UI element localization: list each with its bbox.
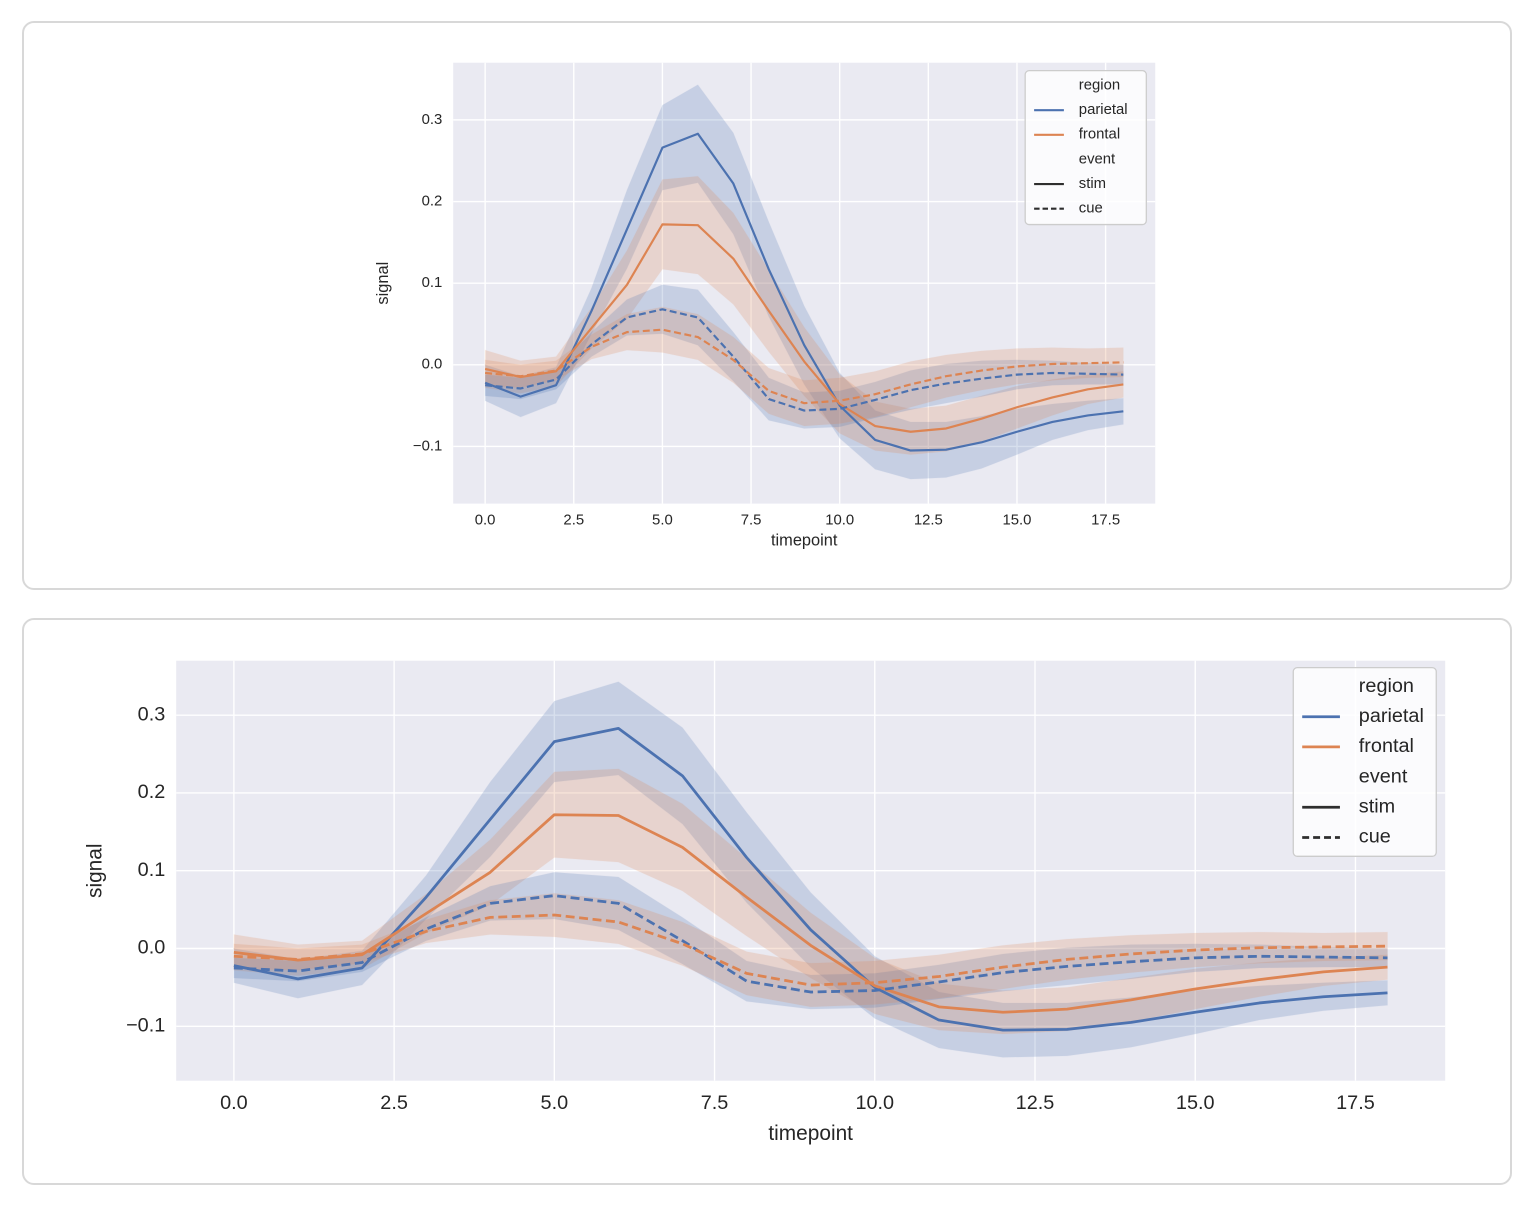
frontal-stim-ci-band (233, 768, 1388, 1035)
legend: region parietal frontal event stim cue (1292, 667, 1437, 857)
x-tick-label: 15.0 (1002, 512, 1031, 528)
x-tick-label: 12.5 (914, 512, 943, 528)
x-tick-label: 10.0 (825, 512, 854, 528)
y-tick-label: −0.1 (126, 1015, 165, 1037)
parietal-stim-ci-band (233, 681, 1388, 1058)
legend-label-stim: stim (1079, 176, 1106, 192)
x-tick-label: 12.5 (1016, 1092, 1055, 1114)
frontal-stim-line (233, 813, 1388, 1014)
x-tick-label: 0.0 (475, 512, 496, 528)
y-tick-label: −0.1 (413, 438, 442, 454)
legend-label-event: event (1359, 765, 1408, 787)
frontal-cue-line (485, 328, 1124, 405)
frontal-cue-ci-band (485, 306, 1124, 427)
parietal-cue-line (233, 894, 1388, 994)
legend-label-frontal: frontal (1079, 127, 1120, 143)
y-tick-label: 0.0 (422, 357, 443, 373)
x-tick-label: 7.5 (701, 1092, 729, 1114)
parietal-cue-ci-band (233, 872, 1388, 1010)
x-axis-label: timepoint (771, 532, 838, 550)
x-tick-label: 0.0 (220, 1092, 248, 1114)
y-tick-label: 0.1 (422, 275, 443, 291)
legend-label-region: region (1079, 77, 1120, 93)
fmri-chart-large: 0.0 2.5 5.0 7.5 10.0 12.5 15.0 17.5 −0.1 0.0 0.1 0.… (24, 620, 1510, 1183)
legend-label-parietal: parietal (1359, 705, 1424, 727)
frontal-cue-ci-band (233, 893, 1388, 1007)
frontal-stim-ci-band (485, 176, 1124, 455)
legend-label-frontal: frontal (1359, 735, 1414, 757)
legend-label-parietal: parietal (1079, 102, 1128, 118)
figure-card-top: 0.0 2.5 5.0 7.5 10.0 12.5 15.0 17.5 −0.1 0.0 0.1 0.… (22, 21, 1512, 590)
x-tick-label: 17.5 (1091, 512, 1120, 528)
x-tick-label: 7.5 (741, 512, 762, 528)
parietal-stim-line (233, 726, 1388, 1032)
fmri-chart-small: 0.0 2.5 5.0 7.5 10.0 12.5 15.0 17.5 −0.1 0.0 0.1 0.… (24, 23, 1510, 588)
x-tick-label: 2.5 (563, 512, 584, 528)
chart-canvas: 0.0 2.5 5.0 7.5 10.0 12.5 15.0 17.5 −0.1 0.0 0.1 0.… (83, 660, 1446, 1145)
y-axis-label: signal (83, 843, 106, 897)
x-tick-label: 17.5 (1336, 1092, 1375, 1114)
chart-canvas: 0.0 2.5 5.0 7.5 10.0 12.5 15.0 17.5 −0.1 0.0 0.1 0.… (374, 62, 1156, 550)
frontal-cue-line (233, 913, 1388, 987)
y-tick-label: 0.0 (138, 937, 166, 959)
x-axis-label: timepoint (768, 1122, 853, 1145)
parietal-cue-ci-band (485, 284, 1124, 429)
x-tick-label: 5.0 (652, 512, 673, 528)
x-tick-label: 10.0 (855, 1092, 894, 1114)
legend-label-cue: cue (1359, 826, 1391, 848)
legend-label-event: event (1079, 151, 1116, 167)
parietal-stim-ci-band (485, 84, 1124, 480)
figure-card-bottom: 0.0 2.5 5.0 7.5 10.0 12.5 15.0 17.5 −0.1 0.0 0.1 0.… (22, 618, 1512, 1185)
legend-label-stim: stim (1359, 796, 1395, 818)
y-tick-label: 0.1 (138, 859, 166, 881)
parietal-cue-line (485, 308, 1124, 412)
y-axis-label: signal (374, 262, 392, 305)
legend: region parietal frontal event stim cue (1024, 70, 1147, 226)
legend-box (1292, 667, 1437, 857)
x-tick-label: 2.5 (380, 1092, 408, 1114)
x-tick-label: 15.0 (1176, 1092, 1215, 1114)
y-tick-label: 0.2 (422, 193, 443, 209)
legend-label-region: region (1359, 675, 1414, 697)
y-tick-label: 0.3 (422, 112, 443, 128)
legend-label-cue: cue (1079, 201, 1103, 217)
frontal-stim-line (484, 223, 1124, 433)
parietal-stim-line (484, 132, 1124, 452)
x-tick-label: 5.0 (541, 1092, 569, 1114)
y-tick-label: 0.3 (138, 703, 166, 725)
y-tick-label: 0.2 (138, 781, 166, 803)
